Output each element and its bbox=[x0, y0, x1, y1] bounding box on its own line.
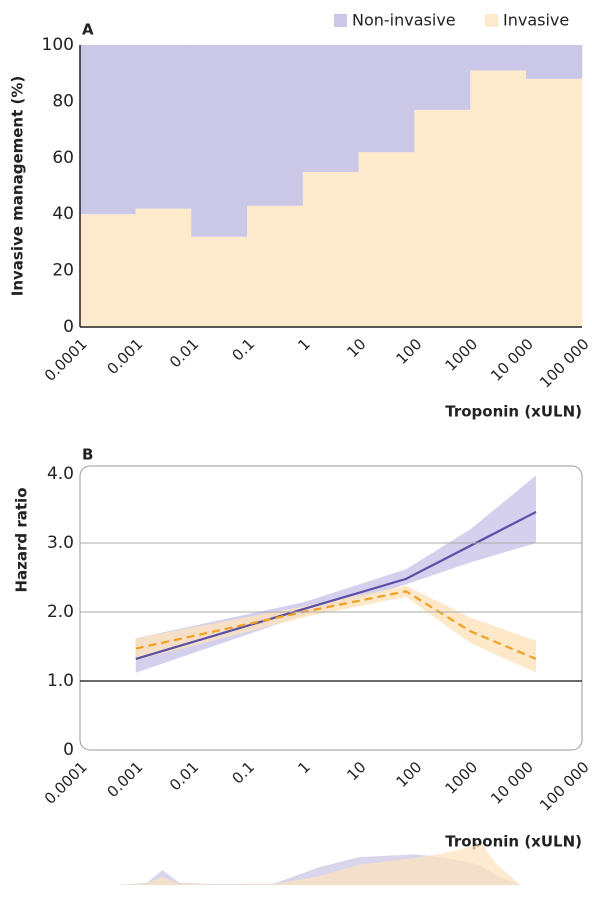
density-area bbox=[118, 844, 521, 885]
line bbox=[135, 590, 537, 660]
legend-swatch bbox=[485, 14, 498, 27]
x-tick-label: 10 000 bbox=[487, 335, 537, 385]
panel-label: A bbox=[82, 21, 94, 39]
bar-segment bbox=[247, 45, 304, 206]
bar-segment bbox=[191, 236, 248, 327]
y-tick-label: 80 bbox=[52, 91, 74, 111]
bar-segment bbox=[358, 152, 415, 327]
plot-frame bbox=[79, 465, 583, 751]
x-tick-label: 0.0001 bbox=[41, 335, 91, 385]
x-tick-label: 100 bbox=[392, 335, 425, 368]
y-tick-label: 40 bbox=[52, 204, 74, 224]
bar-segment bbox=[470, 45, 527, 71]
bar-segment bbox=[135, 45, 192, 209]
x-tick-label: 100 000 bbox=[536, 758, 592, 815]
y-axis-label: Hazard ratio bbox=[13, 487, 31, 592]
x-tick-label: 0.01 bbox=[166, 335, 202, 371]
bar-segment bbox=[302, 171, 360, 327]
panel-label: B bbox=[82, 446, 93, 464]
y-tick-label: 3.0 bbox=[47, 533, 74, 553]
x-tick-label: 1 bbox=[294, 335, 313, 354]
x-tick-label: 0.001 bbox=[103, 335, 146, 378]
x-tick-label: 1000 bbox=[441, 758, 481, 798]
legend-label: Invasive bbox=[503, 11, 569, 30]
bar-segment bbox=[525, 45, 583, 79]
legend-swatch bbox=[334, 14, 347, 27]
line bbox=[135, 510, 537, 660]
x-tick-label: 0.01 bbox=[166, 758, 202, 794]
x-tick-label: 0.1 bbox=[228, 335, 258, 365]
y-tick-label: 4.0 bbox=[47, 464, 74, 484]
bar-segment bbox=[135, 208, 192, 327]
bar-segment bbox=[470, 70, 527, 327]
x-tick-label: 1000 bbox=[441, 335, 481, 375]
y-tick-label: 60 bbox=[52, 148, 74, 168]
bar-segment bbox=[191, 45, 248, 237]
bar-segment bbox=[525, 78, 583, 327]
x-tick-label: 0.0001 bbox=[41, 758, 91, 808]
bar-segment bbox=[247, 205, 304, 327]
y-tick-label: 2.0 bbox=[47, 602, 74, 622]
bar-segment bbox=[414, 109, 471, 327]
x-tick-label: 10 bbox=[343, 758, 369, 784]
x-tick-label: 10 bbox=[343, 335, 369, 361]
x-axis-label: Troponin (xULN) bbox=[445, 403, 582, 421]
bar-segment bbox=[414, 45, 471, 110]
x-tick-label: 0.001 bbox=[103, 758, 146, 801]
bar-segment bbox=[79, 214, 137, 327]
x-tick-label: 100 bbox=[392, 758, 425, 791]
y-tick-label: 1.0 bbox=[47, 671, 74, 691]
x-tick-label: 0.1 bbox=[228, 758, 258, 788]
y-tick-label: 100 bbox=[42, 35, 74, 55]
x-tick-label: 1 bbox=[294, 758, 313, 777]
legend-label: Non-invasive bbox=[352, 11, 456, 30]
bar-segment bbox=[302, 45, 360, 172]
y-axis-label: Invasive management (%) bbox=[9, 76, 27, 296]
x-axis-label: Troponin (xULN) bbox=[445, 833, 582, 851]
x-tick-label: 100 000 bbox=[536, 335, 592, 392]
bar-segment bbox=[358, 45, 415, 153]
confidence-band bbox=[135, 585, 537, 673]
x-tick-label: 10 000 bbox=[487, 758, 537, 808]
y-tick-label: 20 bbox=[52, 261, 74, 281]
bar-segment bbox=[79, 45, 137, 215]
y-tick-label: 0 bbox=[63, 740, 74, 760]
y-tick-label: 0 bbox=[63, 317, 74, 337]
